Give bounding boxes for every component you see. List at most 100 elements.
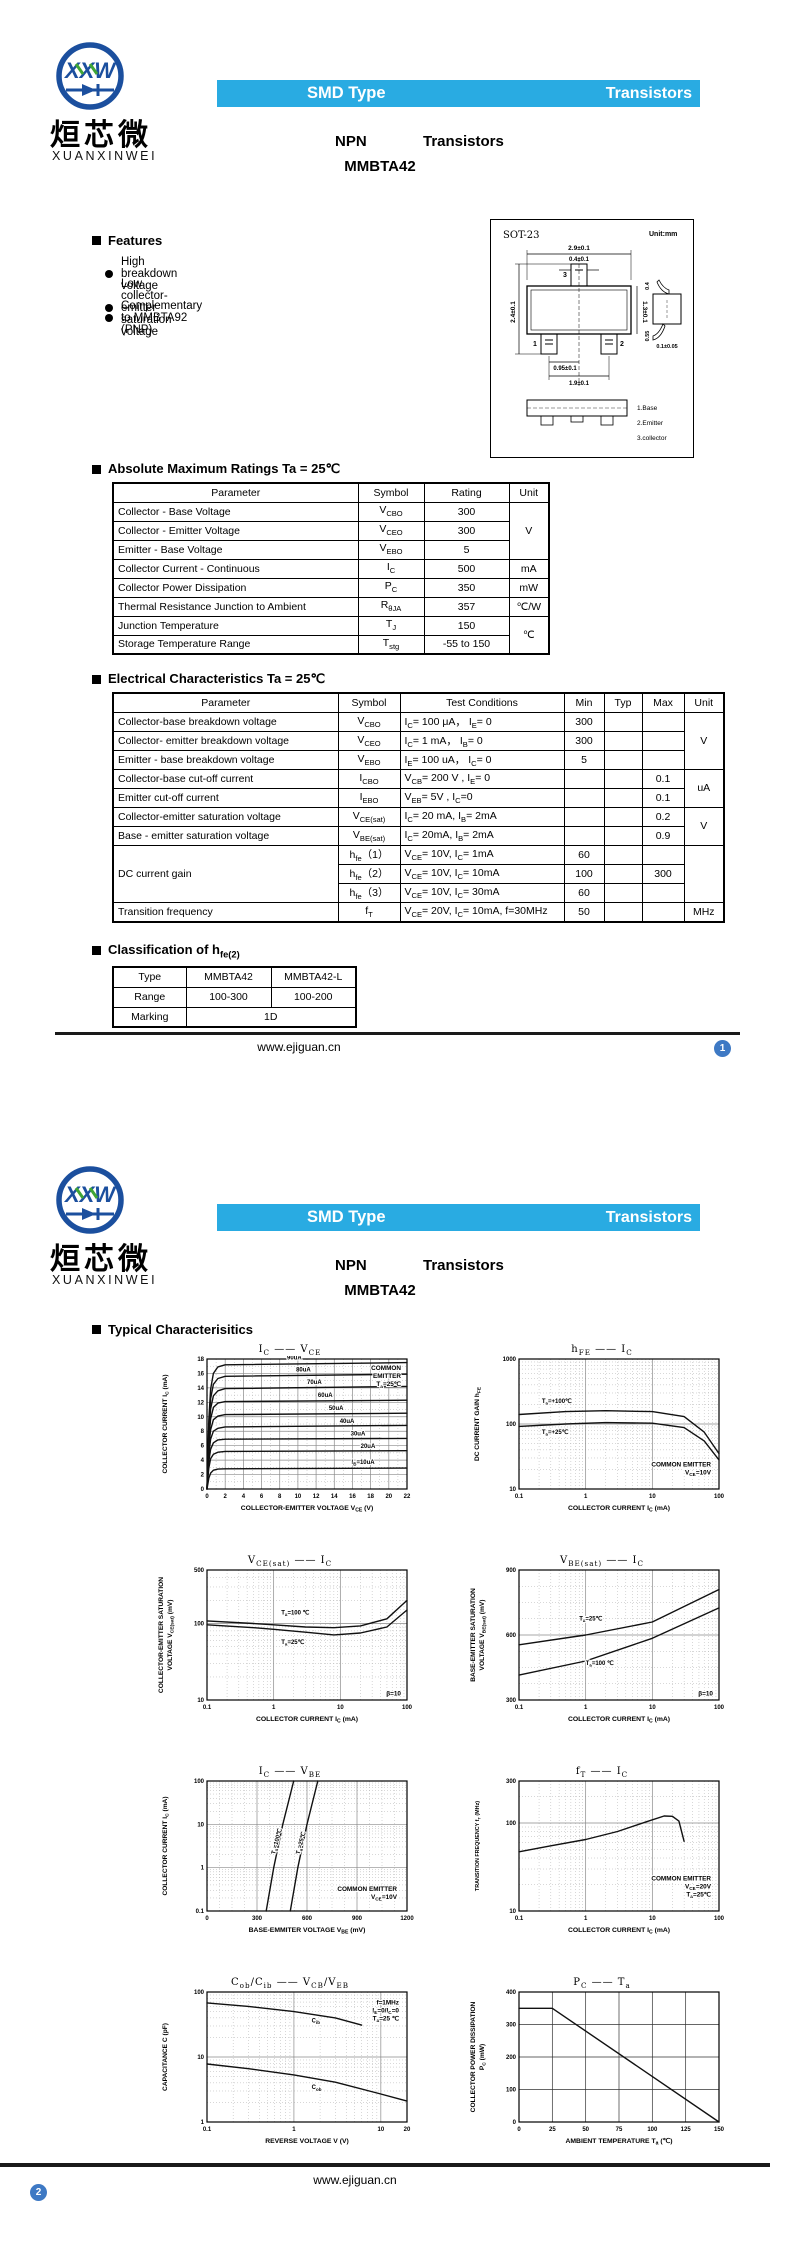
svg-text:100: 100 (506, 1821, 517, 1827)
svg-text:16: 16 (197, 1371, 204, 1377)
feature-item-label: High breakdown voltage (121, 256, 178, 292)
svg-text:Ta=100 ℃: Ta=100 ℃ (281, 1609, 309, 1617)
table-cell: IC (357, 558, 425, 579)
svg-text:90uA: 90uA (287, 1356, 302, 1361)
svg-text:0.1: 0.1 (515, 1705, 524, 1711)
svg-text:Ta=25℃: Ta=25℃ (281, 1639, 304, 1647)
footer-divider (55, 1032, 740, 1035)
svg-text:BASE-EMMITER VOLTAGE VBE (: BASE-EMMITER VOLTAGE VBE (mV) (249, 1927, 366, 1936)
table-cell: fT (337, 902, 401, 923)
typical-characteristics-heading: Typical Characterisitics (92, 1322, 253, 1337)
svg-text:14: 14 (197, 1386, 204, 1392)
table-cell: Emitter - Base Voltage (112, 539, 359, 560)
table-cell: Base - emitter saturation voltage (112, 825, 339, 846)
svg-text:100: 100 (714, 1705, 725, 1711)
table-cell: RθJA (357, 596, 425, 617)
table-cell: ℃/W (508, 596, 550, 617)
chart-title: Cob/Cib —— VCB/VEB (230, 1977, 350, 1990)
svg-text:8: 8 (278, 1494, 282, 1500)
svg-text:β=10: β=10 (386, 1691, 401, 1698)
svg-text:VCE=10V: VCE=10V (371, 1894, 398, 1903)
svg-text:1: 1 (584, 1705, 588, 1711)
table-header-cell: Symbol (357, 482, 425, 503)
table-cell: 350 (423, 577, 510, 598)
svg-text:900: 900 (506, 1568, 517, 1574)
svg-text:300: 300 (506, 2023, 517, 2029)
chart-series-line (206, 1424, 408, 1490)
table-cell (603, 863, 643, 884)
svg-text:300: 300 (506, 1698, 517, 1704)
svg-text:COLLECTOR CURRENT IC (mA): COLLECTOR CURRENT IC (mA) (568, 1505, 670, 1514)
svg-text:300: 300 (252, 1916, 263, 1922)
svg-text:0.1: 0.1 (196, 1909, 205, 1915)
page-1: XXW 烜芯微 XUANXINWEI SMD Type Transistors … (50, 42, 740, 1057)
brand-english-name: XUANXINWEI (52, 1273, 158, 1287)
table-cell: 1D (185, 1006, 357, 1028)
table-cell: Range (112, 986, 187, 1008)
table-cell: TJ (357, 615, 425, 636)
svg-text:COMMON EMITTER: COMMON EMITTER (337, 1886, 397, 1893)
svg-text:COMMON EMITTER: COMMON EMITTER (651, 1876, 711, 1883)
svg-text:2: 2 (620, 341, 624, 348)
svg-text:3.collector: 3.collector (637, 435, 667, 442)
table-cell (641, 730, 685, 751)
svg-text:COLLECTOR CURRENT IC (mA): COLLECTOR CURRENT IC (mA) (162, 1374, 171, 1473)
table-cell (603, 711, 643, 732)
svg-text:Ta=25 ℃: Ta=25 ℃ (373, 2016, 399, 2025)
brand-english-name: XUANXINWEI (52, 149, 158, 163)
table-cell: 50 (563, 902, 605, 923)
table-cell: VCE= 10V, IC= 1mA (399, 844, 565, 865)
table-cell: Thermal Resistance Junction to Ambient (112, 596, 359, 617)
table-cell: Junction Temperature (112, 615, 359, 636)
svg-text:4: 4 (242, 1494, 246, 1500)
svg-text:12: 12 (197, 1400, 204, 1406)
table-cell (603, 730, 643, 751)
table-cell: V (508, 501, 550, 560)
svg-text:20: 20 (404, 2127, 411, 2133)
table-cell: 0.2 (641, 806, 685, 827)
svg-text:2: 2 (201, 1473, 205, 1479)
table-cell (603, 806, 643, 827)
table-row: Type MMBTA42 MMBTA42-L (112, 966, 357, 988)
table-row: Collector- emitter breakdown voltage VCEO… (112, 730, 724, 751)
bullet-icon (105, 314, 113, 322)
table-cell: IC= 20 mA, IB= 2mA (399, 806, 565, 827)
features-heading: Features (92, 233, 162, 248)
table-cell: DC current gain (112, 844, 339, 904)
svg-text:Unit:mm: Unit:mm (649, 231, 677, 238)
chart-vbe-sat: VBE(sat) —— IC Ta=25℃ Ta=100 ℃ 0.1 1 10 100 300… (467, 1555, 737, 1740)
svg-text:60uA: 60uA (318, 1393, 333, 1399)
table-cell (641, 902, 685, 923)
table-row: DC current gain hfe（1） VCE= 10V, IC= 1mA 60 (112, 844, 725, 904)
table-cell (603, 882, 643, 904)
table-cell: Collector - Emitter Voltage (112, 520, 359, 541)
table-row: Emitter - Base Voltage VEBO 5 (112, 539, 549, 560)
brand-chinese-name: 烜芯微 (50, 119, 152, 152)
table-cell: VCE= 10V, IC= 30mA (399, 882, 565, 904)
svg-text:50: 50 (582, 2127, 589, 2133)
banner-left-label: SMD Type (307, 1208, 386, 1226)
table-cell (603, 749, 643, 770)
svg-text:30uA: 30uA (351, 1432, 366, 1438)
section-marker-icon (92, 236, 101, 245)
table-header-cell: Unit (508, 482, 550, 503)
svg-text:70uA: 70uA (307, 1380, 322, 1386)
table-row: Collector - Emitter Voltage VCEO 300 (112, 520, 549, 541)
banner-left-label: SMD Type (307, 84, 386, 102)
table-row: Thermal Resistance Junction to Ambient Rθ… (112, 596, 550, 617)
svg-text:10: 10 (649, 1494, 656, 1500)
svg-text:COLLECTOR CURRENT IC (mA): COLLECTOR CURRENT IC (mA) (568, 1927, 670, 1936)
table-cell: MMBTA42 (185, 966, 272, 988)
table-cell (641, 844, 685, 865)
svg-text:0.55: 0.55 (645, 331, 651, 342)
table-cell (641, 711, 685, 732)
page-number-badge: 2 (30, 2184, 47, 2201)
svg-text:1.3±0.1: 1.3±0.1 (641, 301, 648, 323)
table-cell: 300 (423, 501, 510, 522)
table-cell (563, 806, 605, 827)
table-row: Collector Power Dissipation PC 350 mW (112, 577, 550, 598)
table-cell: MMBTA42-L (270, 966, 357, 988)
table-row: Collector-emitter saturation voltage VCE(… (112, 806, 725, 846)
table-header-row: Parameter Symbol Rating Unit (112, 482, 550, 503)
svg-text:VCE=20V: VCE=20V (685, 1884, 712, 1893)
